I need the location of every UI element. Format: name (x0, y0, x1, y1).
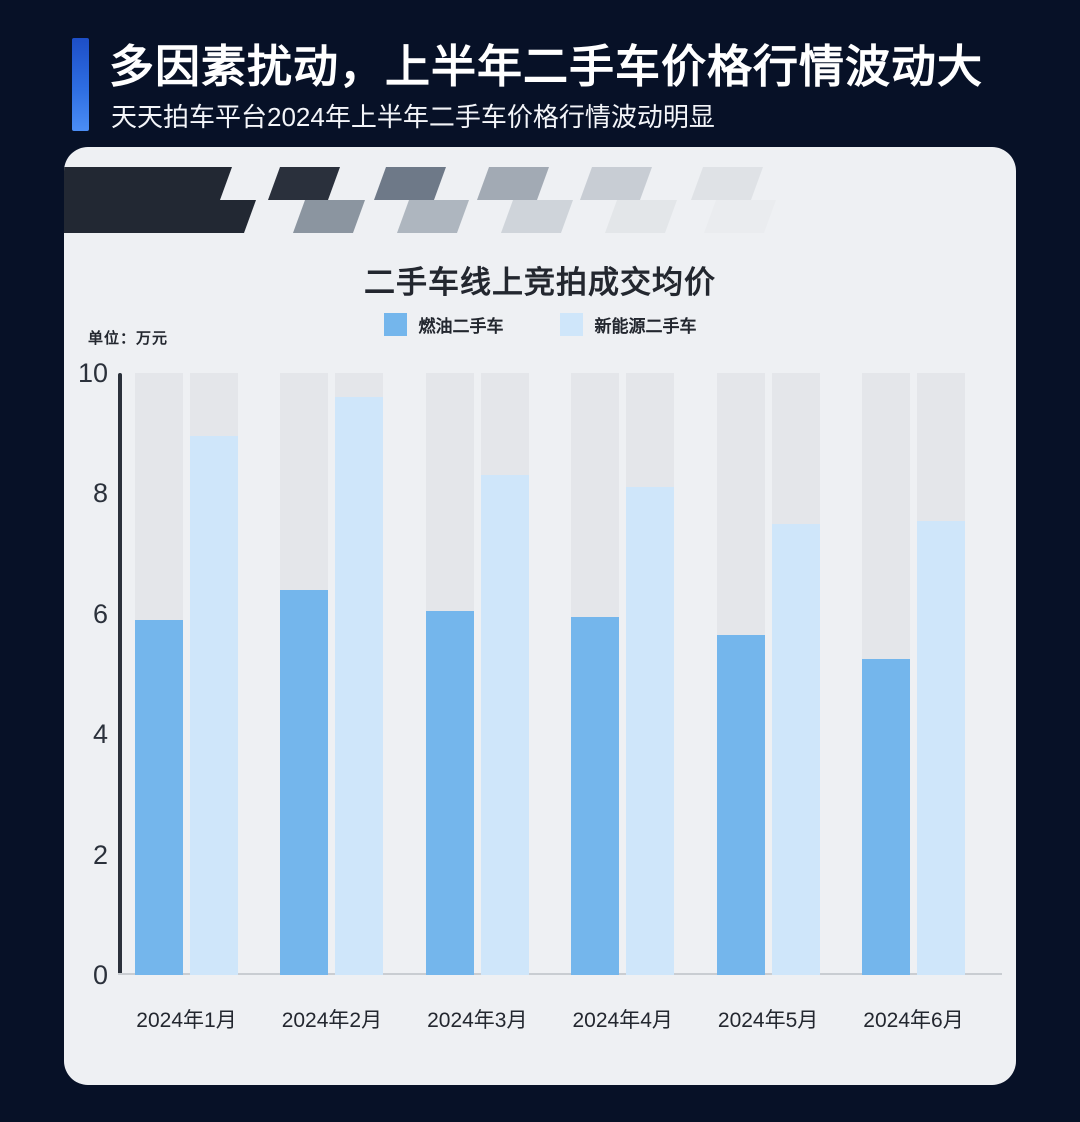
page-subtitle: 天天拍车平台2024年上半年二手车价格行情波动明显 (111, 102, 715, 132)
flag-cell (476, 167, 550, 200)
bar (626, 487, 675, 975)
chart-area: 0 2 4 6 8 10 2024年1月 2024年2月 2024年3月 2024年4月 2024年… (64, 359, 1016, 1053)
bar-track (480, 373, 529, 975)
bar-track (280, 373, 329, 975)
y-axis-label: 0 (92, 960, 108, 990)
bar (190, 436, 238, 975)
flag-cell (373, 167, 447, 200)
x-axis-label: 2024年3月 (427, 1009, 528, 1032)
bar (135, 619, 183, 975)
flag-cell (267, 167, 341, 200)
bar (571, 616, 620, 975)
bar-group (571, 373, 675, 975)
bar-group (862, 373, 965, 975)
x-axis-label: 2024年6月 (863, 1009, 964, 1032)
legend-label: 新能源二手车 (594, 317, 697, 336)
flag-cell (292, 200, 366, 233)
y-axis-line (118, 373, 122, 975)
bar (862, 658, 910, 975)
flag-cell (396, 200, 470, 233)
x-axis-label: 2024年2月 (281, 1009, 383, 1032)
flag-cell (500, 200, 574, 233)
y-axis-label: 10 (77, 358, 108, 388)
bar-group (425, 373, 529, 975)
checkered-flag-decoration (64, 167, 1016, 233)
x-axis-label: 2024年5月 (717, 1009, 819, 1032)
legend-item: 燃油二手车 (383, 312, 504, 337)
flag-cell (703, 200, 777, 233)
bar-track (917, 373, 965, 975)
bar (480, 475, 529, 975)
bar (771, 523, 820, 975)
unit-label: 单位：万元 (88, 330, 169, 347)
flag-cell (64, 200, 257, 233)
chart-title: 二手车线上竞拍成交均价 (364, 265, 716, 300)
bar-track (771, 373, 820, 975)
bar (280, 589, 329, 975)
chart-legend: 燃油二手车 新能源二手车 (64, 312, 1016, 337)
bar (335, 397, 384, 975)
bar-track (716, 373, 765, 975)
flag-cell (604, 200, 678, 233)
bar-track (571, 373, 620, 975)
legend-item: 新能源二手车 (559, 312, 697, 337)
y-axis-label: 8 (92, 478, 108, 509)
legend-label: 燃油二手车 (418, 317, 504, 336)
legend-swatch (559, 313, 583, 336)
bar (425, 610, 474, 975)
bar-track (626, 373, 675, 975)
x-axis-baseline (118, 973, 1002, 975)
legend-swatch (383, 313, 407, 336)
title-accent-bar (72, 38, 89, 131)
x-axis-label: 2024年4月 (572, 1009, 673, 1032)
bar-track (135, 373, 183, 975)
header: 多因素扰动，上半年二手车价格行情波动大 天天拍车平台2024年上半年二手车价格行… (0, 0, 1080, 145)
bar-track (335, 373, 384, 975)
page-title: 多因素扰动，上半年二手车价格行情波动大 (109, 41, 984, 92)
bar-track (425, 373, 474, 975)
flag-cell (579, 167, 653, 200)
bar-track (190, 373, 238, 975)
bar-track (862, 373, 910, 975)
flag-cell (690, 167, 764, 200)
x-axis-label: 2024年1月 (136, 1009, 237, 1032)
y-axis-label: 4 (92, 719, 108, 750)
bar (917, 520, 965, 975)
bar-group (280, 373, 384, 975)
y-axis-label: 6 (92, 598, 108, 629)
chart-card: 二手车线上竞拍成交均价 燃油二手车 新能源二手车 单位：万元 0 2 4 6 8 10 202… (64, 147, 1016, 1085)
bar-group (135, 373, 238, 975)
bar-group (716, 373, 820, 975)
bar (716, 634, 765, 975)
y-axis-label: 2 (92, 839, 108, 870)
flag-cell (64, 167, 233, 200)
